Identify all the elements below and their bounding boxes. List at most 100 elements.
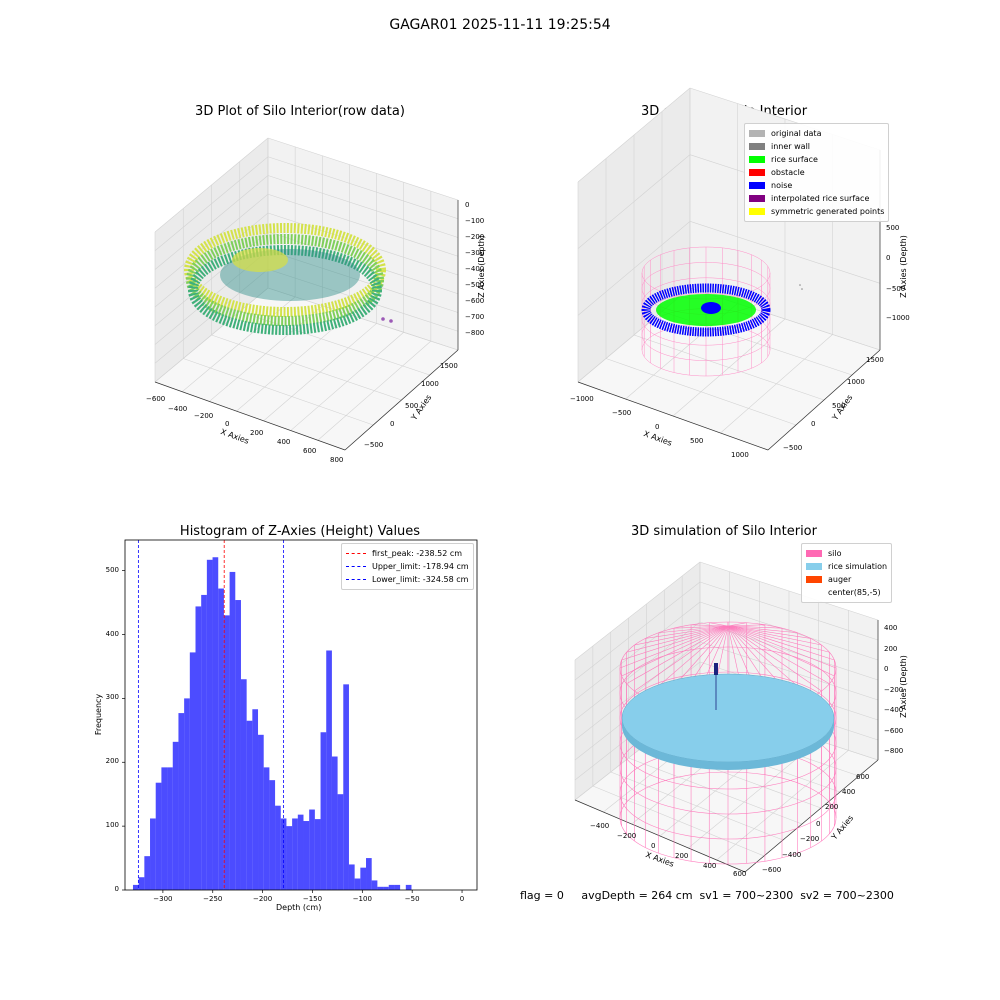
legend-label: inner wall [771, 142, 811, 151]
y-tick-label: 500 [105, 565, 119, 574]
grid-line [267, 193, 459, 257]
legend-swatch [806, 589, 822, 596]
legend-entry: symmetric generated points [749, 205, 884, 218]
histogram-bar [388, 884, 395, 890]
outlier-point [799, 284, 801, 286]
histogram-bar [314, 819, 321, 890]
legend-entry: Lower_limit: -324.58 cm [346, 573, 469, 586]
y-tick-label: 100 [105, 821, 119, 830]
grid-line [689, 221, 881, 284]
histogram-bar [167, 767, 173, 890]
histogram-bar [280, 818, 287, 890]
plot-frame [124, 539, 478, 891]
histogram-bars [132, 557, 412, 890]
outlier-point [801, 288, 803, 290]
legend-swatch [749, 195, 765, 202]
histogram-bar [275, 805, 281, 890]
roof-wire [727, 625, 835, 677]
status-line: flag = 0 avgDepth = 264 cm sv1 = 700~230… [520, 889, 894, 902]
roof-wire [727, 625, 811, 639]
legend-entry: noise [749, 179, 884, 192]
grid-line [154, 175, 269, 270]
histogram-bar [150, 818, 156, 890]
legend-label: noise [771, 181, 793, 190]
y-tick-label: 0 [816, 820, 821, 828]
panel4-title: 3D simulation of Silo Interior [631, 524, 817, 539]
histogram-title: Histogram of Z-Axies (Height) Values [179, 524, 421, 539]
x-tick-label: −100 [352, 895, 372, 903]
panel2-legend: original data inner wall rice surface obsta… [744, 123, 890, 222]
outlier-point [381, 317, 385, 321]
legend-swatch [749, 130, 765, 137]
z-tick-label: −600 [884, 726, 904, 735]
y-tick-label: 0 [390, 420, 395, 428]
x-tick-label: −400 [168, 405, 188, 413]
panel4-elements [619, 621, 837, 865]
roof-wire [626, 625, 729, 653]
legend-swatch [806, 550, 822, 557]
legend-label: original data [771, 129, 822, 138]
histogram-bar [383, 886, 389, 890]
histogram-legend: first_peak: -238.52 cm Upper_limit: -178.… [341, 543, 474, 590]
grid-line [699, 641, 879, 701]
legend-label: symmetric generated points [771, 207, 885, 216]
histogram-bar [326, 650, 332, 890]
histogram-bar [189, 652, 196, 890]
rice-surface [621, 673, 835, 763]
grid-line [699, 601, 879, 661]
z-tick-label: −1000 [886, 314, 910, 322]
histogram-bar [309, 809, 315, 890]
y-tick-label: 600 [856, 773, 870, 781]
legend-entry: original data [749, 127, 884, 140]
x-axis-line [577, 381, 769, 451]
legend-label: rice simulation [828, 562, 888, 571]
histogram-bar [132, 884, 139, 890]
y-tick-label: 400 [842, 788, 856, 796]
z-tick-label: −100 [465, 217, 485, 225]
grid-line [699, 621, 879, 681]
legend-swatch [749, 208, 765, 215]
y-tick-label: 300 [105, 693, 119, 702]
histogram-bar [377, 886, 384, 890]
grid-line [699, 581, 879, 641]
histogram-bar [297, 814, 304, 890]
grid-line [628, 757, 803, 825]
legend-line [346, 553, 366, 554]
roof-wire [621, 625, 729, 677]
x-tick-label: 500 [690, 437, 704, 445]
z-tick-label: −300 [465, 249, 485, 257]
roof-wire [727, 625, 783, 629]
histogram-bar [258, 734, 264, 890]
histogram-bar [172, 741, 179, 890]
legend-entry: first_peak: -238.52 cm [346, 547, 469, 560]
legend-label: silo [828, 549, 842, 558]
y-tick-label: 0 [114, 885, 119, 893]
x-axis-line [154, 381, 346, 451]
silo-wireframe [641, 246, 771, 377]
y-tick-label: −400 [782, 851, 802, 859]
histogram-bar [155, 782, 162, 890]
x-tick-label: −200 [617, 832, 637, 840]
y-axis-line [744, 759, 879, 873]
histogram-bar [223, 615, 230, 890]
legend-label: Lower_limit: -324.58 cm [372, 575, 469, 584]
legend-label: interpolated rice surface [771, 194, 870, 203]
roof-wire [727, 625, 830, 684]
legend-entry: interpolated rice surface [749, 192, 884, 205]
histogram-bar [371, 880, 378, 890]
y-tick-label: −600 [762, 866, 782, 874]
roof-wire [709, 622, 729, 627]
y-tick-label: 1000 [847, 378, 865, 386]
legend-entry: auger [806, 573, 887, 586]
z-tick-label: −200 [465, 233, 485, 241]
x-tick-label: 0 [459, 895, 465, 903]
histogram-bar [144, 856, 151, 890]
roof-wire [727, 624, 765, 627]
histogram-bar [366, 858, 372, 890]
roof-wire [645, 625, 729, 639]
outlier-point [389, 319, 393, 323]
inner-surface [232, 248, 288, 272]
legend-entry: center(85,-5) [806, 586, 887, 599]
histogram-bar [303, 821, 310, 890]
